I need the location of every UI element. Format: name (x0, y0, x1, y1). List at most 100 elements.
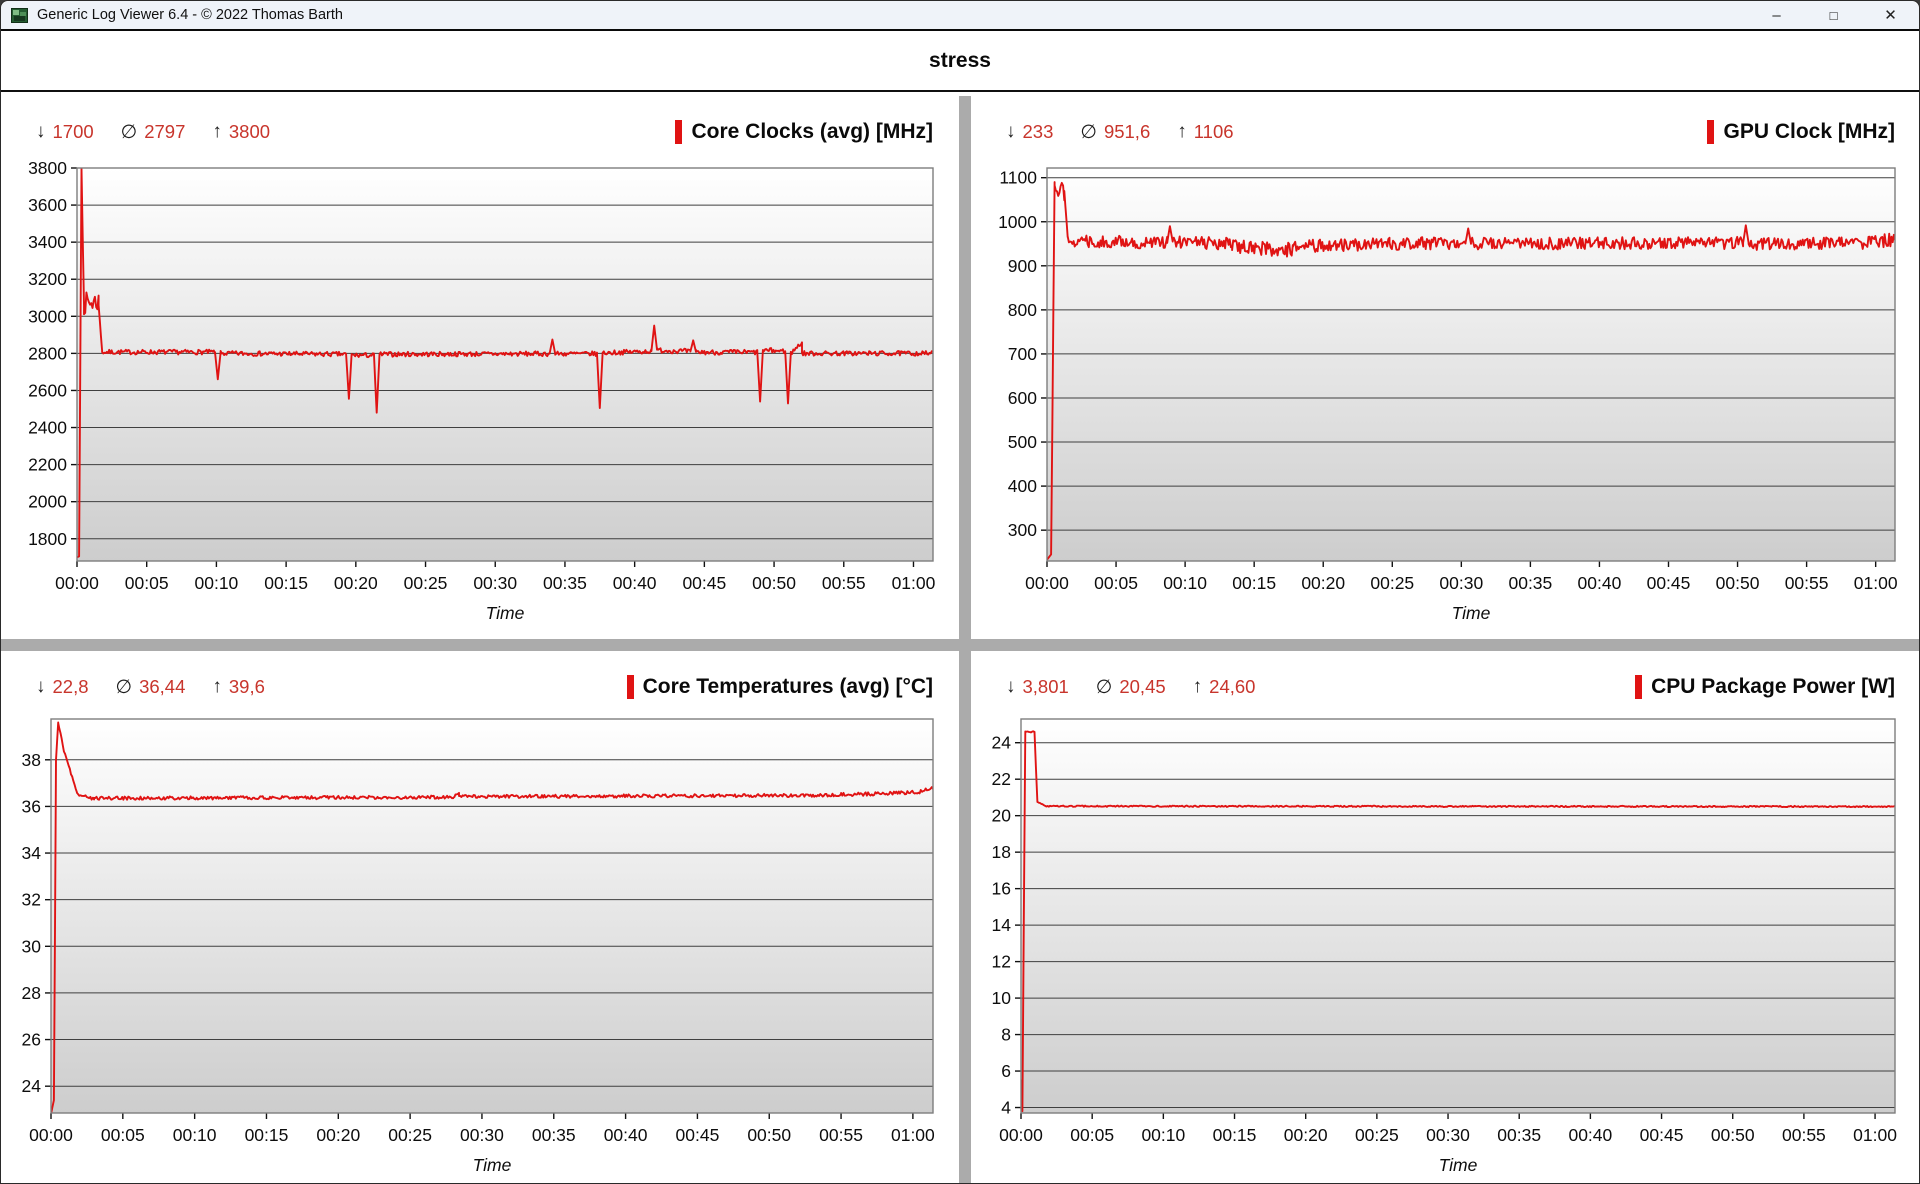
svg-text:26: 26 (22, 1030, 41, 1050)
svg-text:800: 800 (1008, 300, 1037, 320)
svg-text:00:45: 00:45 (1647, 573, 1691, 593)
legend-color-bar (1707, 120, 1715, 144)
avg-diameter-icon: ∅ (115, 676, 133, 698)
min-arrow-icon: ↓ (1006, 676, 1016, 697)
svg-text:36: 36 (22, 796, 41, 816)
svg-text:400: 400 (1008, 476, 1037, 496)
svg-text:01:00: 01:00 (892, 573, 936, 593)
svg-text:00:35: 00:35 (1508, 573, 1552, 593)
svg-text:00:05: 00:05 (1094, 573, 1138, 593)
svg-text:00:05: 00:05 (101, 1125, 145, 1145)
max-arrow-icon: ↑ (212, 121, 222, 142)
close-button[interactable]: ✕ (1884, 7, 1897, 24)
svg-text:14: 14 (992, 915, 1012, 935)
svg-text:Time: Time (473, 1155, 512, 1175)
svg-text:00:25: 00:25 (388, 1125, 432, 1145)
chart-gpu-clock[interactable]: 300 400 500 600 700 800 900 1000 1100 00:00 00:05 0… (971, 154, 1919, 639)
stat-min-value: 1700 (52, 121, 94, 142)
stat-min-value: 3,801 (1022, 676, 1069, 697)
svg-text:2200: 2200 (28, 455, 67, 475)
svg-text:00:40: 00:40 (1578, 573, 1622, 593)
svg-text:38: 38 (22, 750, 41, 770)
svg-text:00:10: 00:10 (195, 573, 239, 593)
stats-row: ↓ 233 ∅ 951,6 ↑ 1106 (1006, 121, 1261, 144)
svg-text:1100: 1100 (999, 168, 1037, 188)
svg-text:1000: 1000 (998, 212, 1037, 232)
stat-max-value: 1106 (1193, 121, 1234, 142)
svg-text:00:25: 00:25 (1370, 573, 1414, 593)
chart-title: Core Temperatures (avg) [°C] (642, 675, 933, 698)
legend-color-bar (626, 675, 634, 699)
minimize-button[interactable]: – (1772, 6, 1781, 24)
svg-text:34: 34 (22, 843, 42, 863)
svg-text:3000: 3000 (28, 306, 67, 326)
stats-row: ↓ 3,801 ∅ 20,45 ↑ 24,60 (1006, 676, 1282, 699)
stat-min-value: 233 (1022, 121, 1054, 142)
legend-color-bar (675, 120, 683, 144)
chart-core-temperatures[interactable]: 24 26 28 30 32 34 36 38 00:00 00:05 00:10 00:15 00:2… (1, 709, 959, 1183)
svg-text:00:00: 00:00 (55, 573, 99, 593)
svg-text:500: 500 (1008, 432, 1037, 452)
stat-max: ↑ 1106 (1177, 121, 1233, 143)
svg-text:00:50: 00:50 (747, 1125, 791, 1145)
chart-grid: ↓ 1700 ∅ 2797 ↑ 3800 Core Clocks (avg) [… (1, 96, 1919, 1183)
svg-text:00:30: 00:30 (473, 573, 517, 593)
panel-core-clocks: ↓ 1700 ∅ 2797 ↑ 3800 Core Clocks (avg) [… (1, 96, 959, 639)
svg-text:22: 22 (992, 769, 1011, 789)
svg-text:00:55: 00:55 (1785, 573, 1829, 593)
svg-text:28: 28 (22, 983, 41, 1003)
max-arrow-icon: ↑ (212, 676, 222, 697)
window-titlebar[interactable]: Generic Log Viewer 6.4 - © 2022 Thomas B… (1, 1, 1919, 31)
svg-text:6: 6 (1001, 1061, 1011, 1081)
stat-avg: ∅ 2797 (121, 121, 186, 144)
panel-core-temperatures: ↓ 22,8 ∅ 36,44 ↑ 39,6 Core Temperatures … (1, 651, 959, 1183)
avg-diameter-icon: ∅ (120, 121, 138, 143)
svg-text:16: 16 (992, 879, 1011, 899)
svg-text:01:00: 01:00 (1854, 573, 1898, 593)
svg-text:24: 24 (992, 733, 1012, 753)
chart-legend: Core Temperatures (avg) [°C] (626, 675, 933, 699)
svg-text:00:45: 00:45 (682, 573, 726, 593)
stat-avg: ∅ 36,44 (116, 676, 186, 699)
svg-text:00:50: 00:50 (1716, 573, 1760, 593)
svg-text:00:40: 00:40 (613, 573, 657, 593)
stat-max: ↑ 3800 (212, 121, 270, 143)
min-arrow-icon: ↓ (36, 121, 46, 142)
svg-text:2600: 2600 (28, 380, 67, 400)
stat-min-value: 22,8 (52, 676, 89, 697)
svg-text:00:05: 00:05 (1070, 1125, 1114, 1145)
app-icon (11, 7, 28, 23)
stat-max-value: 39,6 (228, 676, 265, 697)
stat-avg-value: 2797 (144, 121, 186, 142)
svg-text:00:05: 00:05 (125, 573, 169, 593)
svg-text:00:45: 00:45 (676, 1125, 720, 1145)
svg-text:00:00: 00:00 (999, 1125, 1043, 1145)
chart-cpu-package-power[interactable]: 4 6 8 10 12 14 16 18 20 22 24 00:00 00:05 00:10 00:15 0… (971, 709, 1919, 1183)
svg-text:00:00: 00:00 (29, 1125, 73, 1145)
svg-text:00:30: 00:30 (1439, 573, 1483, 593)
svg-text:00:20: 00:20 (334, 573, 378, 593)
max-arrow-icon: ↑ (1192, 676, 1203, 697)
stat-min: ↓ 233 (1006, 121, 1053, 143)
svg-text:00:45: 00:45 (1640, 1125, 1684, 1145)
maximize-button[interactable]: □ (1829, 7, 1838, 23)
svg-text:24: 24 (22, 1076, 42, 1096)
chart-title: Core Clocks (avg) [MHz] (691, 120, 933, 143)
svg-text:8: 8 (1001, 1025, 1011, 1045)
avg-diameter-icon: ∅ (1080, 121, 1097, 143)
chart-legend: Core Clocks (avg) [MHz] (675, 120, 933, 144)
svg-text:00:40: 00:40 (604, 1125, 648, 1145)
svg-text:1800: 1800 (28, 529, 67, 549)
avg-diameter-icon: ∅ (1095, 676, 1113, 698)
svg-text:300: 300 (1008, 520, 1037, 540)
chart-legend: CPU Package Power [W] (1635, 675, 1895, 699)
chart-core-clocks[interactable]: 1800 2000 2200 2400 2600 2800 3000 3200 3400 3600… (1, 154, 959, 639)
page-header: stress (1, 31, 1919, 92)
svg-text:3800: 3800 (28, 158, 67, 178)
chart-title: GPU Clock [MHz] (1723, 120, 1895, 143)
svg-text:Time: Time (1439, 1155, 1478, 1175)
stats-row: ↓ 1700 ∅ 2797 ↑ 3800 (36, 121, 297, 144)
svg-text:600: 600 (1008, 388, 1037, 408)
svg-text:00:20: 00:20 (1301, 573, 1345, 593)
panel-header: ↓ 3,801 ∅ 20,45 ↑ 24,60 CPU Package Powe… (971, 651, 1919, 709)
